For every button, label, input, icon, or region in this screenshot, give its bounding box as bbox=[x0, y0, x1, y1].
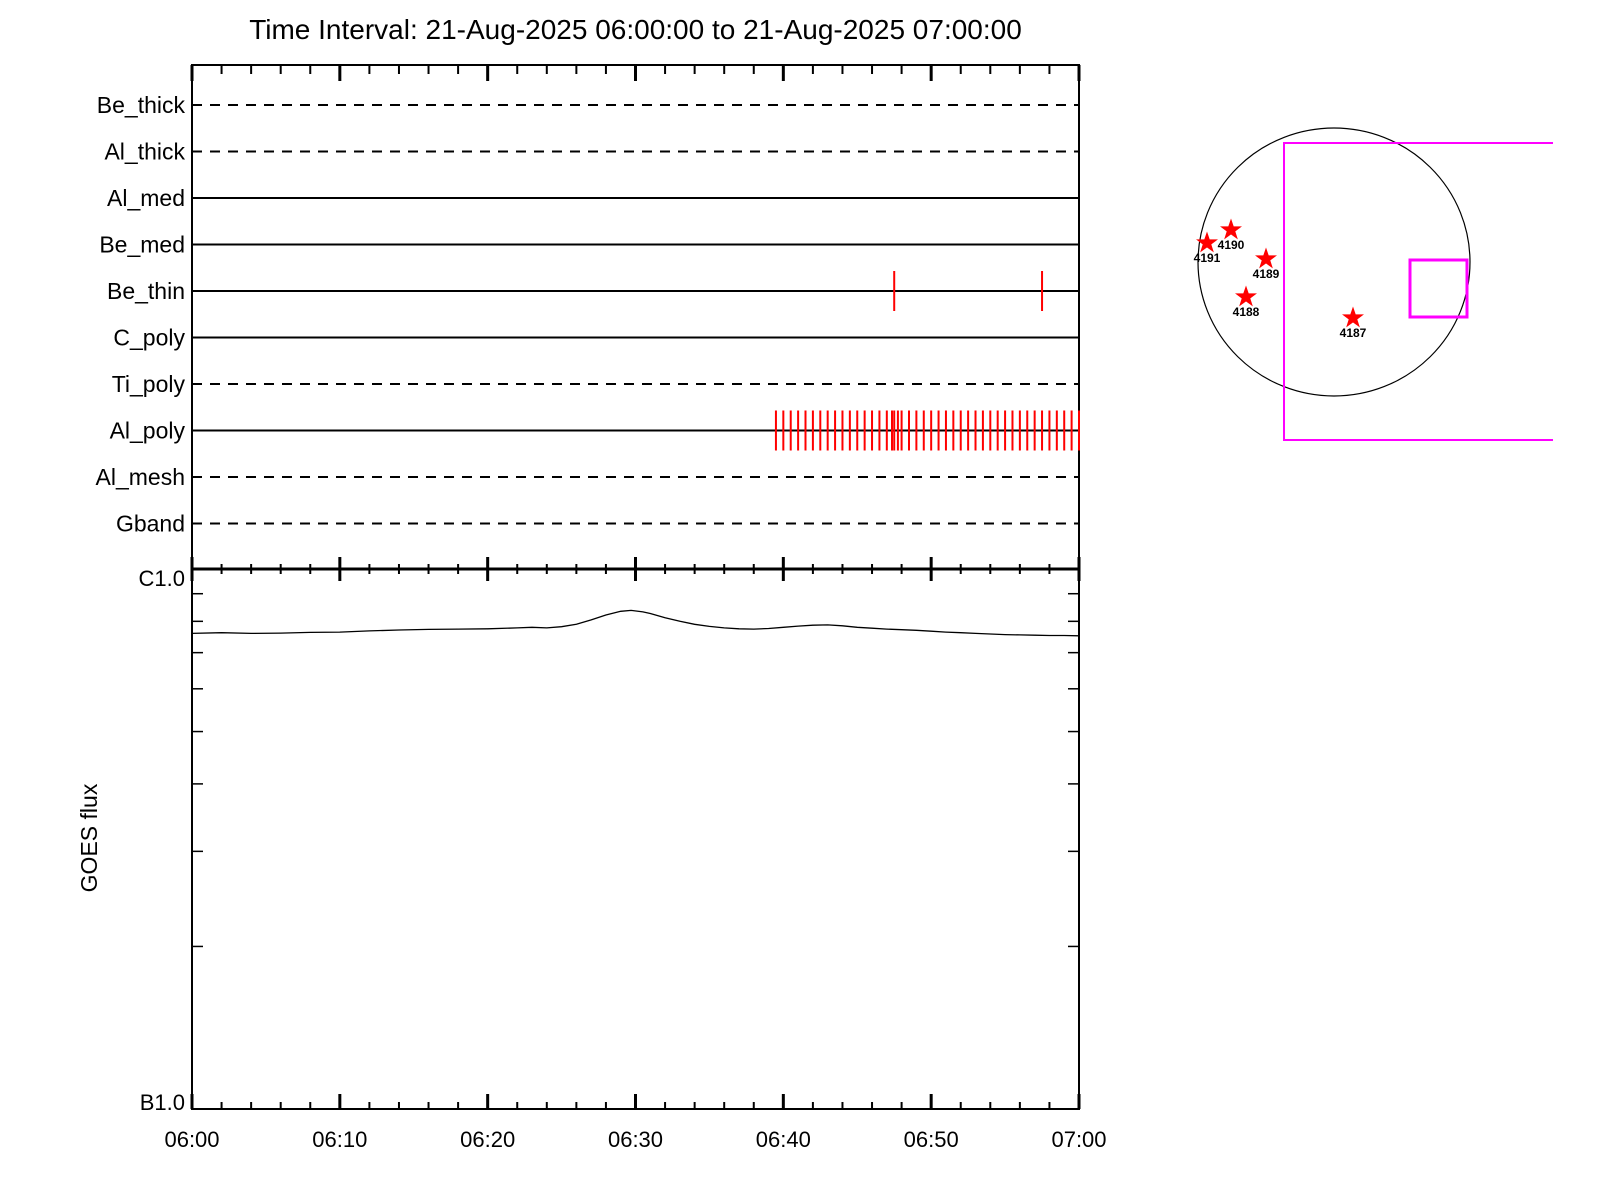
filter-label-al_thick: Al_thick bbox=[104, 139, 185, 165]
filter-label-al_poly: Al_poly bbox=[110, 418, 186, 444]
active-region-label-4190: 4190 bbox=[1218, 238, 1245, 252]
filter-label-al_mesh: Al_mesh bbox=[96, 464, 185, 490]
x-axis-label-0700: 07:00 bbox=[1051, 1127, 1106, 1152]
fov-box-large bbox=[1283, 142, 1553, 441]
filter-label-gband: Gband bbox=[116, 511, 185, 537]
filter-timeline-panel: Be_thick Al_thick Al_med Be_med Be_thin C_pol… bbox=[96, 64, 1081, 581]
filter-label-ti_poly: Ti_poly bbox=[112, 371, 186, 397]
fov-box-small bbox=[1408, 258, 1469, 319]
x-axis-label-0640: 06:40 bbox=[756, 1127, 811, 1152]
goes-panel-border bbox=[191, 568, 1080, 1110]
x-axis-label-0610: 06:10 bbox=[312, 1127, 367, 1152]
active-region-label-4191: 4191 bbox=[1194, 251, 1221, 265]
filter-label-al_med: Al_med bbox=[107, 185, 185, 211]
goes-flux-panel: C1.0 B1.0 06:00 06:10 06:20 06:30 06:40 06:50 07… bbox=[76, 566, 1107, 1152]
filter-label-be_med: Be_med bbox=[99, 232, 185, 258]
filter-label-be_thick: Be_thick bbox=[97, 92, 186, 118]
filter-panel-border bbox=[191, 64, 1080, 570]
active-region-star-4187 bbox=[1342, 306, 1364, 328]
x-axis-label-0630: 06:30 bbox=[608, 1127, 663, 1152]
active-region-star-4191 bbox=[1196, 231, 1218, 253]
goes-y-bottom-label: B1.0 bbox=[140, 1090, 185, 1115]
active-region-label-4189: 4189 bbox=[1253, 267, 1280, 281]
active-region-star-4188 bbox=[1235, 285, 1257, 307]
goes-ylabel: GOES flux bbox=[76, 783, 102, 892]
active-region-label-4188: 4188 bbox=[1233, 305, 1260, 319]
active-region-label-4187: 4187 bbox=[1340, 326, 1367, 340]
x-axis-label-0620: 06:20 bbox=[460, 1127, 515, 1152]
filter-label-be_thin: Be_thin bbox=[107, 278, 185, 304]
active-region-star-4190 bbox=[1220, 218, 1242, 240]
goes-y-top-label: C1.0 bbox=[139, 566, 185, 591]
active-region-star-4189 bbox=[1255, 247, 1277, 269]
filter-label-c_poly: C_poly bbox=[113, 325, 185, 351]
x-axis-label-0650: 06:50 bbox=[904, 1127, 959, 1152]
plot-title: Time Interval: 21-Aug-2025 06:00:00 to 2… bbox=[249, 14, 1022, 45]
goes-flux-curve bbox=[191, 609, 1080, 637]
solar-disk bbox=[1197, 127, 1471, 397]
x-axis-label-0600: 06:00 bbox=[164, 1127, 219, 1152]
